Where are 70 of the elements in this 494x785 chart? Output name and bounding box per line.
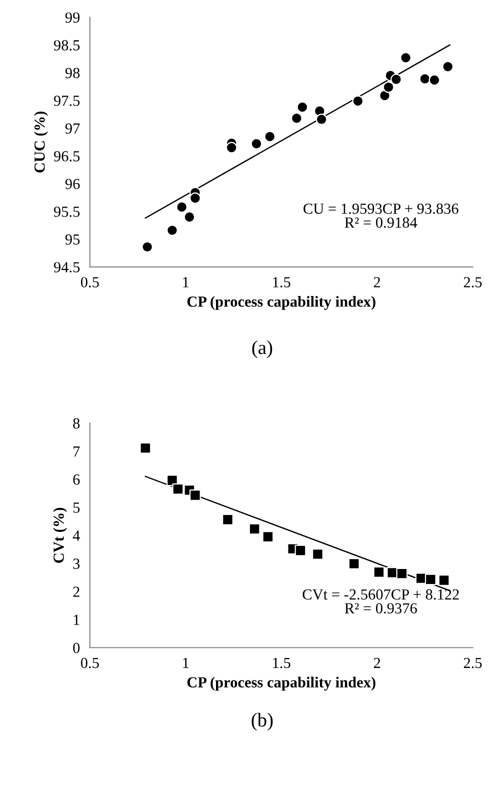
text: (a) — [252, 340, 272, 358]
y-tick-label: 3 — [73, 558, 80, 569]
point — [396, 568, 408, 580]
y-tick-label: 6 — [73, 474, 80, 485]
point — [312, 548, 324, 560]
x-tick-label: 2 — [374, 277, 380, 288]
point — [264, 130, 276, 142]
point — [424, 574, 436, 586]
point — [226, 142, 238, 154]
y-tick-label: 1 — [74, 614, 80, 625]
point — [442, 60, 454, 72]
point — [438, 574, 450, 586]
point — [248, 523, 260, 535]
y-tick-label: 5 — [73, 502, 80, 513]
point — [250, 138, 262, 150]
x-tick-label: 2.5 — [464, 658, 482, 668]
point — [352, 95, 364, 107]
x-axis-title: CP (process capability index) — [187, 296, 376, 310]
point — [348, 558, 360, 570]
point — [379, 90, 390, 102]
point — [294, 544, 306, 556]
y-tick-label: 97 — [65, 123, 80, 134]
y-tick-label: 0 — [73, 642, 80, 654]
y-tick-label: 95.5 — [54, 206, 80, 217]
x-tick-label: 1.5 — [273, 658, 290, 668]
y-tick-label: 98.5 — [54, 40, 80, 51]
point — [296, 101, 308, 113]
point — [222, 514, 234, 526]
x-tick-label: 0.5 — [80, 277, 99, 288]
point — [316, 114, 328, 126]
y-tick-label: 99 — [65, 12, 80, 23]
point — [166, 474, 178, 486]
y-tick-label: 95 — [65, 234, 80, 245]
x-axis-title: CP (process capability index) — [187, 676, 376, 691]
point — [382, 81, 394, 93]
point — [262, 531, 274, 542]
x-tick-label: 2 — [374, 658, 380, 668]
y-tick-label: 8 — [73, 418, 80, 429]
text: (b) — [252, 712, 273, 731]
y-tick-label: 98 — [65, 68, 80, 78]
x-tick-label: 2.5 — [464, 277, 482, 288]
y-tick-label: 96.5 — [54, 151, 80, 162]
x-tick-label: 0.5 — [80, 658, 99, 668]
point — [390, 74, 402, 86]
annotation: CVt = -2.5607CP + 8.122 R² = 0.9376 — [302, 589, 459, 614]
point — [166, 224, 178, 236]
x-tick-label: 1 — [183, 658, 189, 668]
point — [189, 192, 201, 204]
point — [189, 490, 201, 501]
point — [172, 483, 184, 495]
point — [184, 211, 196, 223]
point — [428, 74, 440, 86]
point — [373, 566, 385, 578]
point — [176, 201, 188, 213]
y-tick-label: 4 — [72, 530, 80, 541]
point — [142, 241, 154, 253]
point — [140, 442, 152, 454]
x-tick-label: 1.5 — [273, 277, 290, 288]
point — [290, 112, 302, 124]
point — [419, 73, 431, 85]
y-tick-label: 7 — [74, 446, 80, 456]
y-axis-title: CVt (%) — [53, 508, 67, 563]
y-axis-title: CUC (%) — [34, 112, 48, 173]
y-tick-label: 96 — [65, 178, 80, 190]
point — [400, 52, 412, 64]
y-tick-label: 97.5 — [54, 96, 80, 106]
y-tick-label: 94.5 — [54, 262, 80, 272]
x-tick-label: 1 — [183, 277, 189, 288]
y-tick-label: 2 — [73, 586, 80, 597]
annotation: CU = 1.9593CP + 93.836 R² = 0.9184 — [304, 204, 458, 228]
